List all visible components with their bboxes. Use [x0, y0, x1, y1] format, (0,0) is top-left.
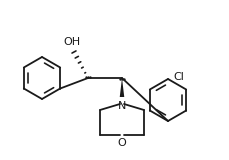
Text: OH: OH — [63, 37, 80, 47]
Text: O: O — [117, 138, 126, 148]
Text: Cl: Cl — [172, 72, 183, 82]
Text: N: N — [117, 101, 126, 111]
Polygon shape — [119, 78, 124, 97]
